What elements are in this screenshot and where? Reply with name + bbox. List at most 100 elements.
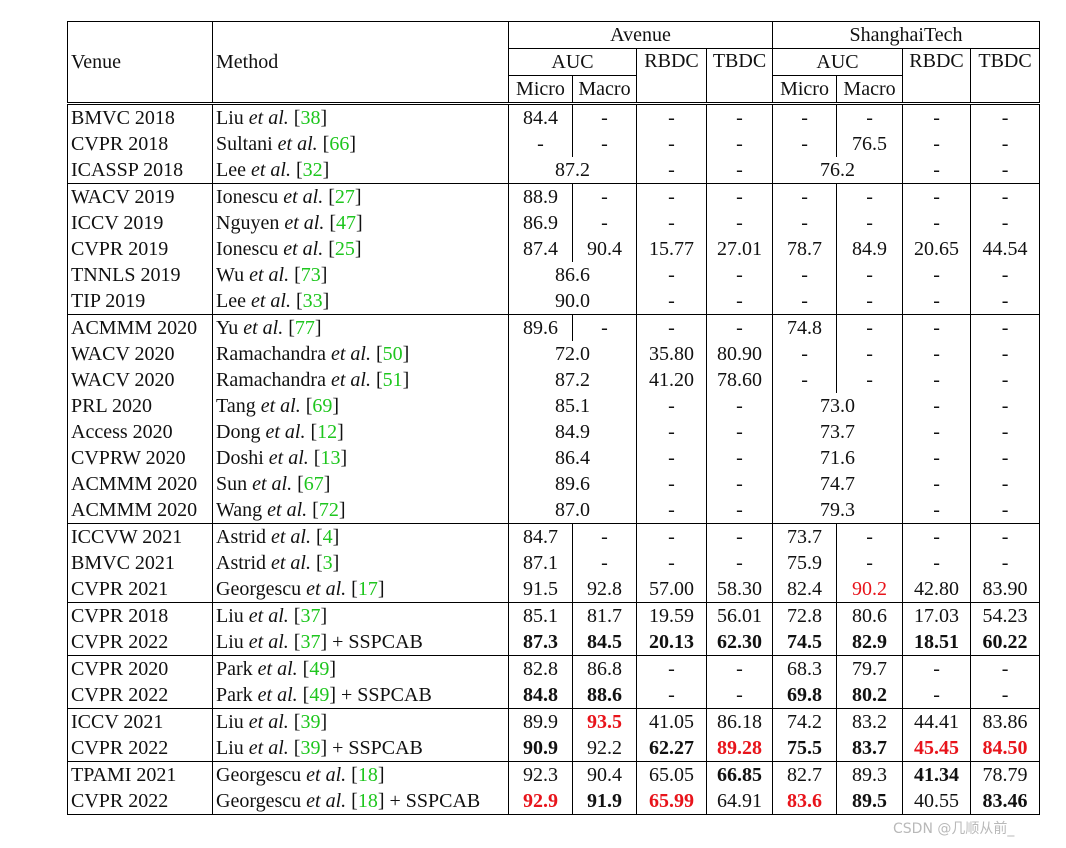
citation-link[interactable]: 37 <box>300 605 321 627</box>
value-cell: 90.0 <box>508 288 637 315</box>
citation-link[interactable]: 18 <box>357 790 378 812</box>
value-cell: - <box>572 523 637 550</box>
value-cell: 88.6 <box>572 682 637 709</box>
value-cell: 88.9 <box>508 183 573 210</box>
citation-link[interactable]: 47 <box>336 212 356 234</box>
value-cell: - <box>636 288 707 315</box>
value-cell: - <box>970 682 1041 709</box>
value-cell: - <box>706 550 774 576</box>
value-cell: 19.59 <box>636 602 707 629</box>
value-cell: - <box>836 550 904 576</box>
citation-link[interactable]: 18 <box>357 764 378 786</box>
header-avenue-rbdc: RBDC <box>636 48 707 104</box>
method-author: Liu <box>216 737 244 759</box>
venue-cell: CVPR 2022 <box>67 682 213 709</box>
value-cell: - <box>970 314 1041 341</box>
value-cell: - <box>706 210 774 236</box>
citation-link[interactable]: 49 <box>309 684 330 706</box>
method-cell: Doshi et al. [13] <box>212 445 509 471</box>
value-cell: - <box>636 262 707 288</box>
citation-link[interactable]: 38 <box>300 107 321 129</box>
value-cell: - <box>706 131 774 157</box>
citation-link[interactable]: 3 <box>322 552 333 574</box>
value-cell: - <box>636 682 707 709</box>
value-cell: 89.3 <box>836 761 904 788</box>
value-cell: 44.54 <box>970 236 1041 262</box>
value-cell: - <box>902 183 972 210</box>
citation-link[interactable]: 37 <box>300 631 321 653</box>
value-cell: 57.00 <box>636 576 707 603</box>
value-cell: 89.6 <box>508 314 573 341</box>
value-cell: - <box>902 393 972 419</box>
header-avenue-tbdc: TBDC <box>706 48 774 104</box>
value-cell: - <box>970 393 1041 419</box>
citation-link[interactable]: 33 <box>302 290 323 312</box>
venue-cell: Access 2020 <box>67 419 213 445</box>
header-shanghai-rbdc: RBDC <box>902 48 972 104</box>
value-cell: - <box>636 183 707 210</box>
citation-link[interactable]: 72 <box>318 499 339 521</box>
value-cell: 40.55 <box>902 788 972 815</box>
method-author: Tang <box>216 395 256 417</box>
value-cell: 87.0 <box>508 497 637 524</box>
citation-link[interactable]: 51 <box>382 369 403 391</box>
citation-link[interactable]: 25 <box>334 238 355 260</box>
value-cell: - <box>902 523 972 550</box>
value-cell: 75.9 <box>772 550 838 576</box>
value-cell: - <box>706 262 774 288</box>
value-cell: - <box>706 393 774 419</box>
method-author: Sun <box>216 473 248 495</box>
value-cell: 84.8 <box>508 682 573 709</box>
citation-link[interactable]: 66 <box>329 133 350 155</box>
value-cell: - <box>902 210 972 236</box>
method-etal: et al. <box>248 737 289 759</box>
citation-link[interactable]: 12 <box>317 421 338 443</box>
method-etal: et al. <box>265 421 306 443</box>
method-cell: Georgescu et al. [17] <box>212 576 509 603</box>
value-cell: - <box>572 102 637 131</box>
citation-link[interactable]: 49 <box>309 658 330 680</box>
method-cell: Astrid et al. [4] <box>212 523 509 550</box>
value-cell: - <box>970 288 1041 315</box>
venue-cell: CVPR 2018 <box>67 602 213 629</box>
citation-link[interactable]: 17 <box>357 578 378 600</box>
citation-link[interactable]: 77 <box>294 317 315 339</box>
citation-link[interactable]: 13 <box>320 447 341 469</box>
citation-link[interactable]: 73 <box>300 264 321 286</box>
value-cell: 87.3 <box>508 629 573 656</box>
citation-link[interactable]: 50 <box>382 343 403 365</box>
table-row: CVPR 2018 Liu et al. [37] 85.1 81.7 19.59 56.… <box>67 602 1041 629</box>
value-cell: 80.6 <box>836 602 904 629</box>
method-cell: Lee et al. [33] <box>212 288 509 315</box>
results-body: BMVC 2018 Liu et al. [38] 84.4- - - - - - - CVPR … <box>67 102 1041 815</box>
citation-link[interactable]: 39 <box>300 711 321 733</box>
value-cell: 90.4 <box>572 236 637 262</box>
value-cell: 92.8 <box>572 576 637 603</box>
citation-link[interactable]: 32 <box>302 159 323 181</box>
method-author: Sultani <box>216 133 273 155</box>
value-cell: 80.90 <box>706 341 774 367</box>
value-cell: 45.45 <box>902 735 972 762</box>
value-cell: 56.01 <box>706 602 774 629</box>
citation-link[interactable]: 4 <box>322 526 333 548</box>
value-cell: 93.5 <box>572 708 637 735</box>
value-cell: 84.5 <box>572 629 637 656</box>
method-etal: et al. <box>330 343 371 365</box>
results-table: Venue Method Avenue ShanghaiTech AUC RBD… <box>67 21 1041 815</box>
citation-link[interactable]: 69 <box>312 395 333 417</box>
value-cell: - <box>902 471 972 497</box>
method-cell: Wang et al. [72] <box>212 497 509 524</box>
citation-link[interactable]: 67 <box>303 473 324 495</box>
method-etal: et al. <box>271 526 311 548</box>
method-etal: et al. <box>249 264 290 286</box>
value-cell: - <box>836 210 904 236</box>
venue-cell: ICCVW 2021 <box>67 523 213 550</box>
value-cell: - <box>902 682 972 709</box>
value-cell: - <box>706 655 774 682</box>
method-etal: et al. <box>252 473 293 495</box>
citation-link[interactable]: 39 <box>300 737 321 759</box>
value-cell: 76.2 <box>772 157 904 184</box>
method-cell: Yu et al. [77] <box>212 314 509 341</box>
citation-link[interactable]: 27 <box>334 186 355 208</box>
method-cell: Georgescu et al. [18] <box>212 761 509 788</box>
